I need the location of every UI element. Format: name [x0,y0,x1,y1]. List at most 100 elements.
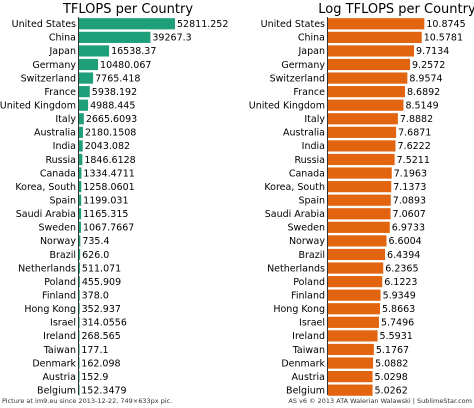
value-label: 5938.192 [92,87,137,98]
value-label: 4988.445 [90,101,135,112]
category-label: Canada [40,168,76,179]
bar [79,140,83,152]
bar [328,384,373,396]
value-label: 352.937 [82,304,121,315]
log-tflops-chart: Log TFLOPS per Country United States Chin… [249,2,474,396]
value-label: 6.2365 [385,263,418,274]
value-label: 268.565 [81,331,120,342]
value-label: 10480.067 [100,60,151,71]
bar [79,303,80,315]
category-label: Italy [55,114,76,125]
value-label: 7.5211 [397,155,430,166]
bar [328,86,405,98]
bar [79,72,94,84]
category-labels: United States China Japan Germany Switzerlan… [0,19,76,396]
value-label: 5.8663 [382,304,415,315]
bar [79,371,80,383]
value-label: 5.1767 [376,345,409,356]
footer-right-text: AS v6 © 2013 ATA Walerian Walawski | Sub… [288,397,472,405]
category-label: Finland [291,290,325,301]
category-label: Italy [304,114,325,125]
bar [79,316,80,328]
category-label: Denmark [281,358,325,369]
footer-left-text: Picture at im9.eu since 2013-12-22, 749×… [2,397,173,405]
category-label: Canada [289,168,325,179]
bar [79,221,81,233]
bar [328,31,422,43]
category-label: Korea, South [264,182,325,193]
category-label: Brazil [49,250,76,261]
bar [328,194,391,206]
bar [328,235,387,247]
value-label: 7.0893 [393,195,426,206]
value-label: 39267.3 [152,33,191,44]
bar [328,153,395,166]
value-label: 162.098 [81,358,120,369]
value-label: 7765.418 [95,73,140,84]
bar [79,343,80,356]
category-label: Poland [293,277,325,288]
bar [328,276,383,288]
category-label: Sweden [38,223,76,234]
value-label: 10.8745 [426,19,465,30]
bar [328,330,378,342]
category-label: Ireland [43,331,76,342]
bar [79,194,82,206]
category-label: Brazil [298,250,325,261]
category-label: Saudi Arabia [16,209,76,220]
category-label: Japan [298,46,326,57]
tflops-chart: TFLOPS per Country United States China Jap… [0,2,228,396]
bar [328,45,415,57]
value-label: 6.1223 [384,277,417,288]
value-label: 152.9 [81,372,108,383]
value-label: 10.5781 [424,33,463,44]
value-label: 8.9574 [409,73,442,84]
category-label: Israel [299,318,325,329]
category-label: Poland [44,277,76,288]
bar [79,235,81,247]
value-label: 378.0 [82,290,109,301]
bar [79,153,83,166]
value-label: 52811.252 [177,19,228,30]
category-label: Belgium [286,385,325,396]
bar [79,18,176,30]
value-labels: 10.8745 10.5781 9.7134 9.2572 8.9574 8.6892 8.… [375,19,466,396]
category-label: Russia [294,155,325,166]
value-label: 7.6222 [398,141,431,152]
value-label: 177.1 [81,345,108,356]
bar [79,167,82,179]
category-label: Ireland [292,331,325,342]
category-label: Germany [32,60,76,71]
value-label: 7.8882 [400,114,433,125]
value-label: 8.6892 [407,87,440,98]
category-label: Austria [42,372,76,383]
category-label: China [298,33,325,44]
value-label: 9.7134 [416,46,449,57]
bar [79,384,80,396]
category-label: Spain [298,195,325,206]
bar [328,262,384,274]
bar [79,126,83,138]
category-label: Taiwan [43,345,76,356]
bar [328,126,397,138]
value-label: 735.4 [82,236,109,247]
bar [328,289,381,301]
bar [79,262,80,274]
value-label: 5.7496 [381,318,414,329]
value-label: 1258.0601 [83,182,134,193]
bar [328,343,374,356]
bar [328,99,404,111]
bars [328,18,425,396]
category-label: Belgium [37,385,76,396]
value-label: 1199.031 [83,195,128,206]
bar [328,316,379,328]
bar [79,58,99,71]
bar [79,357,80,369]
bar [328,303,380,315]
value-label: 5.5931 [380,331,413,342]
bar [79,276,80,288]
value-label: 1067.7667 [83,223,134,234]
bar [328,181,392,193]
value-label: 455.909 [82,277,121,288]
